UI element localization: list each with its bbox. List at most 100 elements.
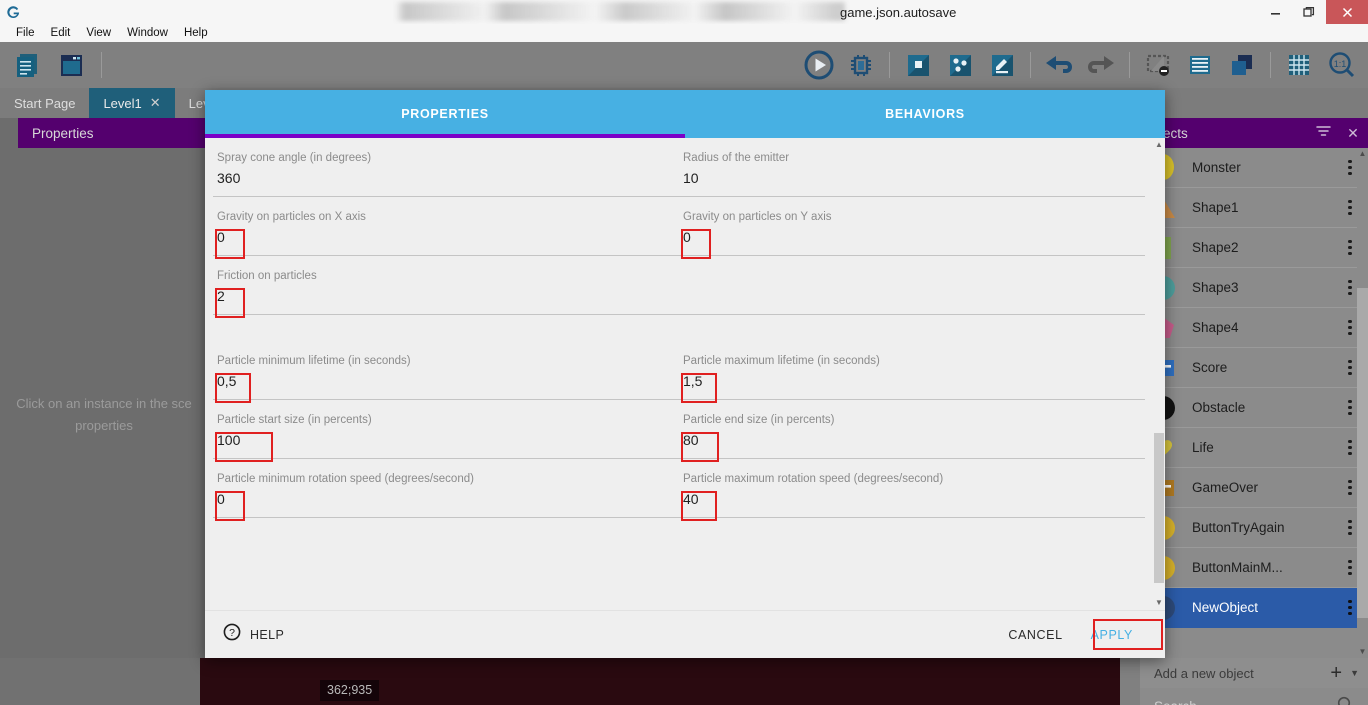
zoom-1-1-icon[interactable]: 1:1 <box>1322 46 1360 84</box>
object-list-item[interactable]: ButtonMainM... <box>1140 548 1368 588</box>
add-new-object-label: Add a new object <box>1154 665 1254 681</box>
maximize-button[interactable] <box>1292 0 1326 24</box>
caret-down-icon[interactable]: ▼ <box>1358 647 1367 656</box>
filter-icon[interactable] <box>1308 125 1338 141</box>
dialog-field-row: Spray cone angle (in degrees) 360 Radius o… <box>205 138 1153 197</box>
object-list-item[interactable]: Shape3 <box>1140 268 1368 308</box>
add-new-object-bar[interactable]: Add a new object + ▼ <box>1140 658 1368 688</box>
object-name: NewObject <box>1192 600 1259 615</box>
field-value: 1,5 <box>683 373 703 389</box>
dialog-field-row: Particle minimum rotation speed (degrees… <box>205 459 1153 521</box>
dialog-field: Particle maximum rotation speed (degrees… <box>679 459 1145 521</box>
play-preview-icon[interactable] <box>800 46 838 84</box>
field-input[interactable]: 1,5 <box>679 373 1145 400</box>
new-external-events-icon[interactable] <box>941 46 979 84</box>
object-list-item[interactable]: NewObject <box>1140 588 1368 628</box>
kebab-menu-icon[interactable] <box>1332 599 1368 616</box>
debug-icon[interactable] <box>842 46 880 84</box>
field-input[interactable]: 100 <box>213 432 679 459</box>
object-list-item[interactable]: Shape4 <box>1140 308 1368 348</box>
grid-icon[interactable] <box>1280 46 1318 84</box>
dialog-body: Spray cone angle (in degrees) 360 Radius o… <box>205 138 1165 610</box>
tab-level2[interactable]: Lev <box>175 88 224 118</box>
object-list-item[interactable]: Shape1 <box>1140 188 1368 228</box>
search-input[interactable]: Search <box>1140 699 1337 705</box>
kebab-menu-icon[interactable] <box>1332 159 1368 176</box>
kebab-menu-icon[interactable] <box>1332 399 1368 416</box>
field-input[interactable]: 40 <box>679 491 1145 518</box>
search-icon[interactable] <box>1337 696 1368 705</box>
close-icon[interactable]: ✕ <box>149 95 161 110</box>
toolbar: 1:1 <box>0 42 1368 88</box>
field-input[interactable]: 0,5 <box>213 373 679 400</box>
field-label: Particle minimum lifetime (in seconds) <box>217 355 411 367</box>
field-value: 0 <box>683 229 691 245</box>
objects-search-bar[interactable]: Search <box>1140 690 1368 705</box>
edit-icon[interactable] <box>983 46 1021 84</box>
field-input[interactable]: 80 <box>679 432 1145 459</box>
chevron-down-icon[interactable]: ▼ <box>1350 668 1359 678</box>
undo-icon[interactable] <box>1040 46 1078 84</box>
tab-behaviors[interactable]: BEHAVIORS <box>885 107 965 121</box>
close-button[interactable] <box>1326 0 1368 24</box>
dialog-scrollbar[interactable]: ▲ ▼ <box>1153 138 1165 610</box>
menu-view[interactable]: View <box>86 27 112 39</box>
field-input[interactable]: 0 <box>679 229 1145 256</box>
tab-start-page[interactable]: Start Page <box>0 88 89 118</box>
kebab-menu-icon[interactable] <box>1332 319 1368 336</box>
object-list-item[interactable]: Shape2 <box>1140 228 1368 268</box>
kebab-menu-icon[interactable] <box>1332 239 1368 256</box>
tab-level1[interactable]: Level1 ✕ <box>89 88 175 118</box>
dialog-field-row: Gravity on particles on X axis 0 Gravity o… <box>205 197 1153 259</box>
field-value: 0,5 <box>217 373 237 389</box>
dialog-scroll-thumb[interactable] <box>1154 433 1164 583</box>
new-scene-icon[interactable] <box>899 46 937 84</box>
kebab-menu-icon[interactable] <box>1332 359 1368 376</box>
object-list-item[interactable]: Monster <box>1140 148 1368 188</box>
object-list-item[interactable]: Score <box>1140 348 1368 388</box>
object-list-item[interactable]: Life <box>1140 428 1368 468</box>
field-input[interactable]: 10 <box>679 170 1145 197</box>
dialog-field: Particle minimum lifetime (in seconds) 0,… <box>213 341 679 403</box>
field-input[interactable]: 0 <box>213 491 679 518</box>
kebab-menu-icon[interactable] <box>1332 279 1368 296</box>
objects-panel-header: jects ✕ <box>1140 118 1368 148</box>
kebab-menu-icon[interactable] <box>1332 439 1368 456</box>
list-view-icon[interactable] <box>1181 46 1219 84</box>
menu-file[interactable]: File <box>16 27 35 39</box>
field-input[interactable]: 2 <box>213 288 1145 315</box>
kebab-menu-icon[interactable] <box>1332 479 1368 496</box>
apply-button[interactable]: APPLY <box>1090 627 1133 642</box>
objects-panel-title: jects <box>1160 125 1188 141</box>
close-icon[interactable]: ✕ <box>1347 124 1359 141</box>
menu-help[interactable]: Help <box>183 27 208 39</box>
object-list-item[interactable]: GameOver <box>1140 468 1368 508</box>
redo-icon[interactable] <box>1082 46 1120 84</box>
properties-empty-message: Click on an instance in the sce properti… <box>0 393 208 437</box>
kebab-menu-icon[interactable] <box>1332 519 1368 536</box>
objects-panel: jects ✕ Monster Shape1 Shape2 Shape3 Shape4 S… <box>1140 118 1368 705</box>
menu-edit[interactable]: Edit <box>50 27 71 39</box>
objects-list[interactable]: Monster Shape1 Shape2 Shape3 Shape4 Score Obst… <box>1140 148 1368 658</box>
object-list-item[interactable]: ButtonTryAgain <box>1140 508 1368 548</box>
field-input[interactable]: 360 <box>213 170 679 197</box>
object-list-item[interactable]: Obstacle <box>1140 388 1368 428</box>
project-manager-icon[interactable] <box>8 46 46 84</box>
tab-properties[interactable]: PROPERTIES <box>401 107 489 121</box>
caret-up-icon[interactable]: ▲ <box>1358 149 1367 158</box>
kebab-menu-icon[interactable] <box>1332 559 1368 576</box>
plus-icon[interactable]: + <box>1330 662 1343 684</box>
layers-icon[interactable] <box>1223 46 1261 84</box>
field-input[interactable]: 0 <box>213 229 679 256</box>
caret-down-icon[interactable]: ▼ <box>1155 598 1163 607</box>
caret-up-icon[interactable]: ▲ <box>1155 140 1163 149</box>
menu-window[interactable]: Window <box>127 27 168 39</box>
delete-selection-icon[interactable] <box>1139 46 1177 84</box>
cancel-button[interactable]: CANCEL <box>1008 627 1063 642</box>
objects-scroll-thumb[interactable] <box>1357 288 1368 618</box>
help-button[interactable]: ? HELP <box>223 623 284 646</box>
scene-editor-icon[interactable] <box>52 46 90 84</box>
objects-list-scrollbar[interactable]: ▲ ▼ <box>1357 148 1368 658</box>
minimize-button[interactable] <box>1258 0 1292 24</box>
kebab-menu-icon[interactable] <box>1332 199 1368 216</box>
